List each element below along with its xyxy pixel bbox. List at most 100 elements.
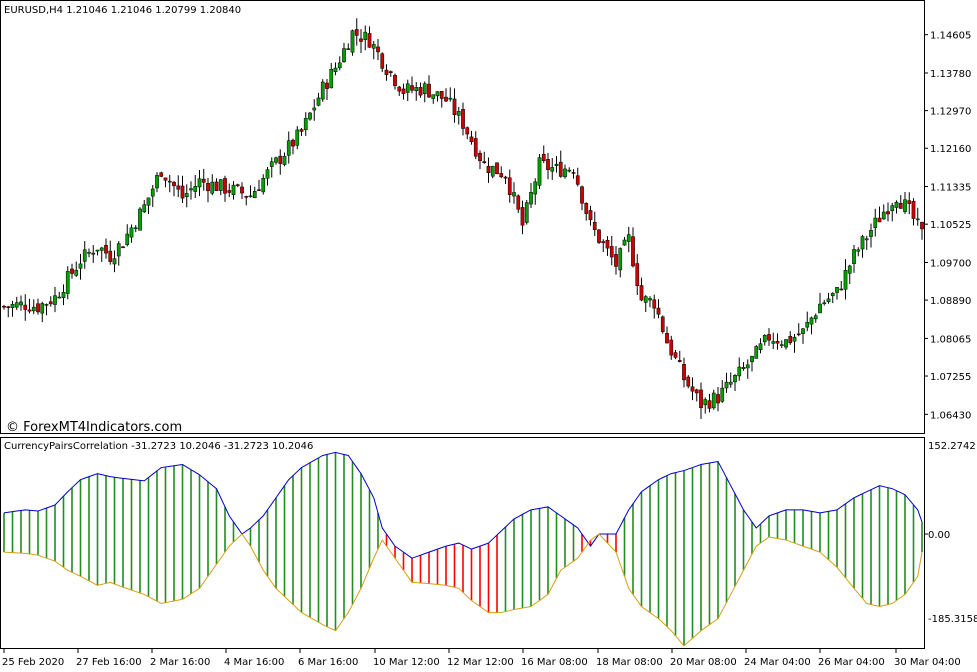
candle-bull bbox=[512, 192, 516, 197]
candle-bull bbox=[448, 97, 453, 100]
candle-bull bbox=[371, 44, 376, 49]
candle-bear bbox=[2, 305, 6, 308]
candle-bear bbox=[520, 207, 525, 226]
candle-bull bbox=[835, 287, 839, 293]
time-tick-label: 16 Mar 08:00 bbox=[521, 657, 588, 668]
candle-bear bbox=[23, 304, 28, 310]
candle-bull bbox=[771, 341, 776, 344]
candle-bull bbox=[218, 179, 223, 191]
candle-bull bbox=[129, 227, 134, 238]
candle-bear bbox=[91, 252, 96, 255]
candle-bear bbox=[486, 165, 491, 174]
candle-bear bbox=[639, 285, 644, 301]
candle-bear bbox=[796, 333, 801, 336]
candle-bull bbox=[737, 366, 742, 377]
time-tick-label: 30 Mar 04:00 bbox=[894, 657, 961, 668]
price-tick-label: 1.06430 bbox=[930, 410, 971, 421]
candle-bull bbox=[231, 184, 236, 195]
price-tick-label: 1.12160 bbox=[930, 144, 971, 155]
candle-bull bbox=[329, 69, 334, 89]
candle-bear bbox=[299, 129, 304, 132]
candle-bull bbox=[533, 181, 538, 195]
candle-bear bbox=[121, 246, 125, 249]
candle-bear bbox=[465, 127, 470, 135]
time-tick-label: 26 Mar 04:00 bbox=[818, 657, 885, 668]
candle-bull bbox=[193, 185, 198, 192]
candle-bear bbox=[367, 33, 372, 48]
candle-bear bbox=[652, 299, 657, 309]
time-tick-label: 2 Mar 16:00 bbox=[150, 657, 210, 668]
candle-bear bbox=[244, 196, 249, 198]
candle-bear bbox=[401, 88, 406, 94]
time-tick-label: 24 Mar 04:00 bbox=[744, 657, 811, 668]
candle-bull bbox=[784, 339, 788, 348]
candle-bull bbox=[125, 233, 130, 245]
candle-bull bbox=[333, 67, 338, 72]
candle-bear bbox=[6, 306, 11, 308]
candle-bear bbox=[614, 254, 618, 267]
candle-bear bbox=[27, 309, 32, 312]
candle-bull bbox=[414, 87, 419, 92]
candle-bear bbox=[384, 69, 389, 75]
candle-bull bbox=[295, 129, 300, 146]
price-axis: 1.14605 1.13780 1.12970 1.12160 1.11335 1.105… bbox=[924, 31, 971, 421]
candle-bear bbox=[592, 222, 597, 230]
candle-bull bbox=[529, 192, 533, 205]
upper-envelope-line bbox=[3, 451, 923, 559]
time-tick-label: 18 Mar 08:00 bbox=[596, 657, 663, 668]
candle-bull bbox=[350, 30, 355, 53]
candle-bull bbox=[822, 302, 827, 305]
candle-bull bbox=[363, 31, 368, 40]
candle-bull bbox=[53, 295, 57, 305]
candle-bear bbox=[516, 195, 521, 210]
candle-bull bbox=[265, 169, 270, 179]
candle-bear bbox=[546, 159, 550, 171]
candle-bull bbox=[758, 343, 763, 351]
candle-bear bbox=[36, 303, 40, 313]
candle-bull bbox=[116, 243, 121, 257]
indicator-tick-label: 0.00 bbox=[928, 530, 950, 541]
candle-bull bbox=[648, 298, 652, 301]
candle-bear bbox=[656, 307, 661, 315]
candle-bear bbox=[631, 236, 635, 267]
candle-bull bbox=[40, 303, 45, 314]
candle-bull bbox=[622, 239, 627, 246]
candle-bull bbox=[82, 249, 87, 262]
candle-bear bbox=[104, 245, 108, 254]
candle-bear bbox=[601, 241, 606, 244]
candle-bear bbox=[278, 155, 283, 164]
watermark: © ForexMT4Indicators.com bbox=[6, 420, 182, 435]
candle-bull bbox=[269, 161, 274, 167]
indicator-tick-label: 152.2742 bbox=[928, 441, 976, 452]
candle-bull bbox=[274, 157, 278, 163]
candle-bull bbox=[435, 91, 440, 97]
candle-bull bbox=[537, 157, 542, 186]
candle-bear bbox=[673, 352, 678, 358]
candle-bear bbox=[911, 200, 916, 219]
candle-bear bbox=[767, 334, 771, 341]
candle-bull bbox=[813, 315, 818, 320]
candle-bear bbox=[206, 182, 210, 192]
candle-bull bbox=[189, 188, 193, 191]
candle-bear bbox=[898, 202, 903, 209]
candle-bear bbox=[558, 161, 563, 177]
candle-bull bbox=[856, 249, 861, 252]
candle-bear bbox=[584, 202, 589, 214]
candle-bull bbox=[282, 155, 287, 165]
candle-bull bbox=[894, 201, 899, 208]
candle-bear bbox=[354, 29, 359, 36]
candle-bull bbox=[873, 217, 878, 228]
candle-bull bbox=[142, 204, 147, 213]
candle-bull bbox=[138, 208, 142, 231]
candle-bear bbox=[240, 186, 244, 194]
time-tick-label: 12 Mar 12:00 bbox=[447, 657, 514, 668]
candle-bear bbox=[669, 339, 674, 356]
candle-bull bbox=[61, 292, 66, 298]
price-tick-label: 1.12970 bbox=[930, 107, 971, 118]
candle-bear bbox=[716, 394, 720, 404]
candle-bull bbox=[405, 83, 410, 93]
candle-bull bbox=[567, 169, 572, 172]
candle-bear bbox=[482, 161, 487, 164]
candle-bear bbox=[214, 181, 219, 191]
